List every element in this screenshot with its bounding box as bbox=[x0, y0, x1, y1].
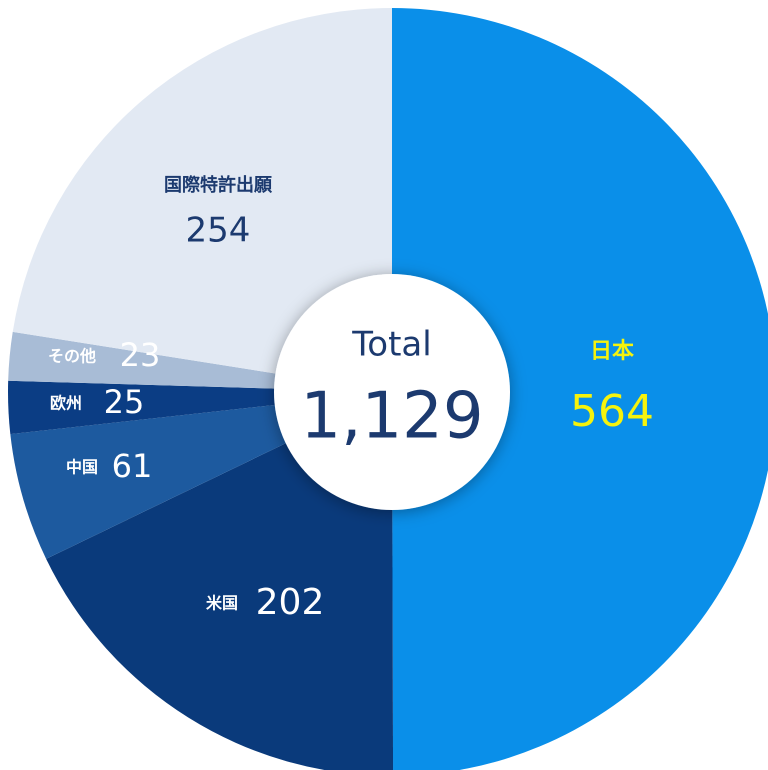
slices bbox=[8, 8, 768, 770]
slice-value: 61 bbox=[112, 447, 153, 485]
slice-label: 中国 bbox=[66, 458, 98, 477]
slice-value: 564 bbox=[570, 386, 654, 437]
slice-value: 254 bbox=[186, 211, 251, 251]
slice-value: 202 bbox=[256, 582, 325, 623]
slice bbox=[12, 8, 393, 392]
slice bbox=[392, 8, 768, 770]
center-total: 1,129 bbox=[300, 380, 483, 454]
slice-value: 23 bbox=[120, 336, 161, 374]
slice-label: その他 bbox=[48, 347, 96, 366]
center-title: Total bbox=[351, 325, 431, 365]
slice-value: 25 bbox=[104, 383, 145, 421]
slice-label: 欧州 bbox=[50, 394, 82, 413]
slice bbox=[46, 392, 394, 770]
center-hole bbox=[274, 274, 510, 510]
slice-label: 米国 bbox=[206, 594, 238, 613]
slice-label: 日本 bbox=[590, 339, 634, 364]
slice-label: 国際特許出願 bbox=[164, 174, 273, 196]
